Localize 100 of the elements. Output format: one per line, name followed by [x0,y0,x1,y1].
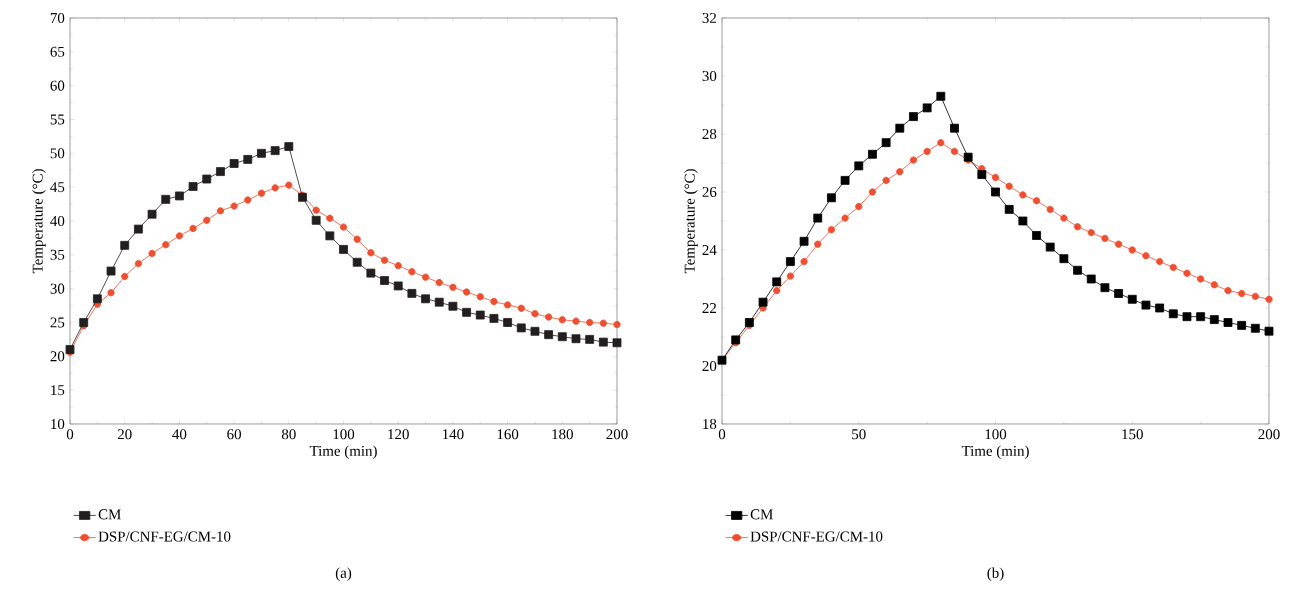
x-tick-label: 0 [66,429,74,440]
point [571,334,581,344]
y-tick-label: 28 [702,128,717,140]
y-tick-label: 24 [702,245,717,255]
point [544,330,554,340]
point [731,335,741,345]
point [312,206,320,214]
point [380,276,389,285]
point [230,202,238,210]
point [1127,294,1137,304]
point [408,268,416,276]
y-tick-label: 70 [50,12,65,24]
x-tick-label: 200 [606,429,628,440]
point [1141,300,1151,310]
point [285,181,293,189]
text: (b) [987,567,1004,581]
point [434,297,444,307]
point [855,202,863,211]
point [557,332,567,342]
point [1196,312,1206,322]
point [991,187,1000,197]
point [758,297,768,307]
point [1086,274,1096,284]
point [1265,295,1273,303]
legend-label: DSP/CNF-EG/CM-10 [98,531,231,542]
x-tick-label: 60 [227,429,242,440]
point [189,224,197,233]
point [1183,269,1191,277]
point [476,293,484,301]
y-tick-label: 10 [51,418,65,430]
point [107,289,115,297]
point [786,272,794,280]
point [504,301,512,309]
point [572,317,580,325]
y-tick-label: 65 [50,46,65,57]
point [1046,205,1054,213]
point [923,147,931,155]
point [1168,309,1178,319]
point [489,314,499,323]
point [325,231,335,241]
point [1059,254,1069,264]
point [243,155,253,164]
point [613,320,621,329]
point [1087,228,1095,237]
point [530,326,540,336]
legend-label: CM [98,509,121,520]
x-axis-title: Time (min) [961,445,1029,459]
point [284,142,294,151]
y-tick-label: 15 [51,385,65,396]
x-tick-label: 40 [172,429,187,440]
point [896,168,904,176]
point [963,152,973,162]
point [353,235,361,243]
point [1156,257,1164,266]
point [854,161,864,171]
point [462,288,471,296]
point [203,216,211,224]
point [120,240,130,250]
point [1073,223,1082,231]
point [1182,312,1192,322]
y-axis-title: Temperature (°C) [32,169,46,274]
point [270,146,280,156]
point [772,277,782,287]
point [175,232,184,240]
x-tick-label: 200 [1258,429,1280,440]
point [1032,231,1041,240]
point [79,318,89,327]
legend-label: DSP/CNF-EG/CM-10 [750,531,883,542]
y-tick-label: 26 [702,186,717,197]
y-axis-title: Temperature (°C) [684,169,698,274]
point [1045,242,1055,252]
point [773,286,781,295]
point [950,123,959,133]
point [827,193,836,203]
point [1004,204,1014,214]
point [1060,214,1068,222]
point [531,310,539,318]
point [448,301,458,311]
point [339,245,348,254]
point [1224,286,1232,295]
point [1209,315,1219,324]
point [490,297,498,306]
point [612,338,622,348]
point [800,257,808,266]
point [216,207,225,215]
point [586,318,594,327]
y-tick-label: 20 [702,360,717,372]
point [991,173,1000,182]
point [421,273,430,281]
point [421,294,430,304]
point [229,159,239,168]
point [380,256,389,264]
point [394,262,402,270]
point [462,307,471,317]
point [558,316,566,324]
point [813,213,823,223]
point [326,214,334,222]
point [868,188,877,196]
point [814,240,822,248]
point [1114,289,1123,298]
